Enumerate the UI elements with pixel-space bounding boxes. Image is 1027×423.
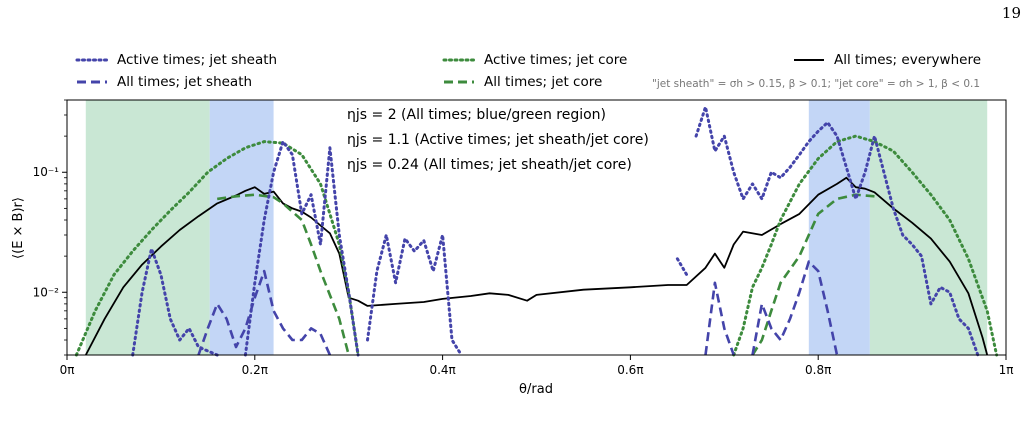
series-line-all-times-jet-sheath-1 <box>704 281 735 356</box>
legend-label: All times; everywhere <box>834 52 982 68</box>
x-tick-label: 0.4π <box>429 363 455 377</box>
x-axis-label: θ/rad <box>519 382 553 397</box>
legend-label: Active times; jet sheath <box>117 52 278 68</box>
shaded-region-jet-core-3 <box>869 100 988 355</box>
x-tick-label: 0.8π <box>805 363 831 377</box>
series-line-all-times-jet-core-1 <box>751 193 875 356</box>
series-line-active-times-jet-sheath-1 <box>243 140 360 357</box>
series-line-active-times-jet-sheath-0 <box>131 247 219 357</box>
series-line-active-times-jet-sheath-3 <box>675 257 689 277</box>
legend-label: Active times; jet core <box>484 52 628 68</box>
legend-item-active-core: Active times; jet core <box>442 52 627 68</box>
dotted-line-swatch <box>75 58 109 62</box>
legend-item-all-sheath: All times; jet sheath <box>75 74 252 90</box>
plot-frame <box>66 99 1007 356</box>
dotted-line-swatch <box>442 58 476 62</box>
shaded-regions <box>85 100 988 355</box>
x-tick-label: 0.6π <box>617 363 643 377</box>
series-line-all-times-everywhere-0 <box>85 176 989 356</box>
x-tick-label: 1π <box>999 363 1014 377</box>
axis-ticks: 0π 0.2π 0.4π 0.6π 0.8π 1π 10⁻² 10⁻¹ <box>33 99 1014 377</box>
shaded-region-jet-core-0 <box>85 100 210 355</box>
legend-label: All times; jet sheath <box>117 74 253 90</box>
dashed-line-swatch <box>444 80 474 84</box>
dashed-line-swatch <box>77 80 107 84</box>
eta-annotation-1: ηjs = 2 (All times; blue/green region) <box>347 107 607 123</box>
page-number: 19 <box>1001 4 1021 22</box>
series-line-active-times-jet-core-1 <box>732 134 999 357</box>
x-tick-label: 0π <box>60 363 75 377</box>
series-line-active-times-jet-sheath-4 <box>694 105 980 357</box>
eta-annotation-2: ηjs = 1.1 (Active times; jet sheath/jet … <box>347 132 649 148</box>
series-lines <box>74 105 999 357</box>
series-line-active-times-jet-sheath-2 <box>366 233 463 357</box>
legend-item-everywhere: All times; everywhere <box>792 52 981 68</box>
y-axis-label: ⟨(E × B)r⟩ <box>11 197 26 259</box>
series-line-all-times-jet-sheath-2 <box>751 260 839 356</box>
y-tick-label: 10⁻² <box>33 285 60 299</box>
y-tick-label: 10⁻¹ <box>33 165 60 179</box>
legend-item-all-core: All times; jet core <box>442 74 602 90</box>
series-line-all-times-jet-sheath-0 <box>197 269 332 356</box>
solid-line-swatch <box>794 59 824 61</box>
region-definition-note: "jet sheath" = σh > 0.15, β > 0.1; "jet … <box>652 78 981 90</box>
legend-label: All times; jet core <box>484 74 603 90</box>
x-tick-label: 0.2π <box>242 363 268 377</box>
legend: Active times; jet sheath All times; jet … <box>0 0 1027 100</box>
series-line-all-times-jet-core-0 <box>217 193 350 356</box>
eta-annotation-3: ηjs = 0.24 (All times; jet sheath/jet co… <box>347 157 632 173</box>
legend-item-active-sheath: Active times; jet sheath <box>75 52 277 68</box>
